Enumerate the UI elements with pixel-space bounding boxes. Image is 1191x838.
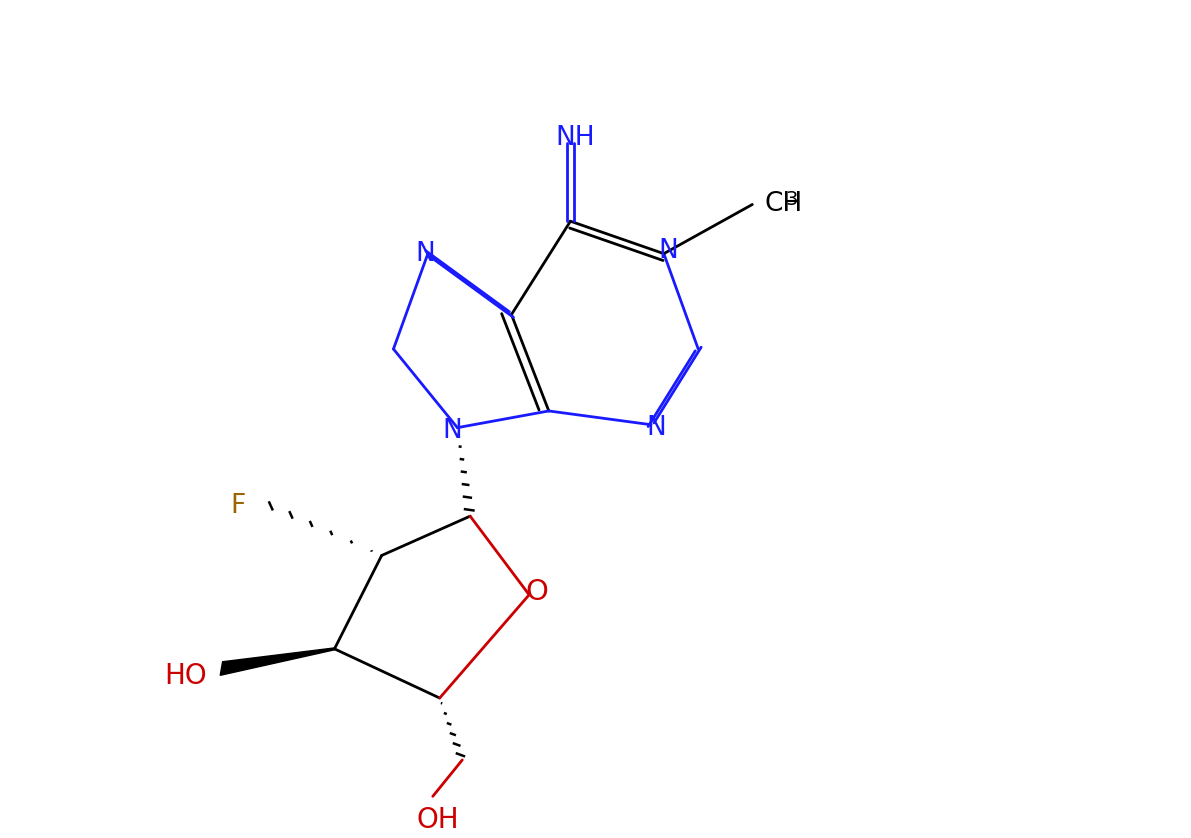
Text: N: N: [414, 241, 435, 266]
Polygon shape: [220, 648, 335, 675]
Text: 3: 3: [786, 190, 798, 209]
Text: F: F: [231, 494, 247, 520]
Text: HO: HO: [164, 662, 207, 691]
Text: N: N: [646, 415, 666, 441]
Text: O: O: [525, 578, 548, 606]
Text: N: N: [659, 238, 679, 264]
Text: NH: NH: [555, 125, 596, 151]
Text: CH: CH: [765, 192, 803, 218]
Text: OH: OH: [417, 806, 459, 834]
Text: N: N: [443, 417, 462, 443]
